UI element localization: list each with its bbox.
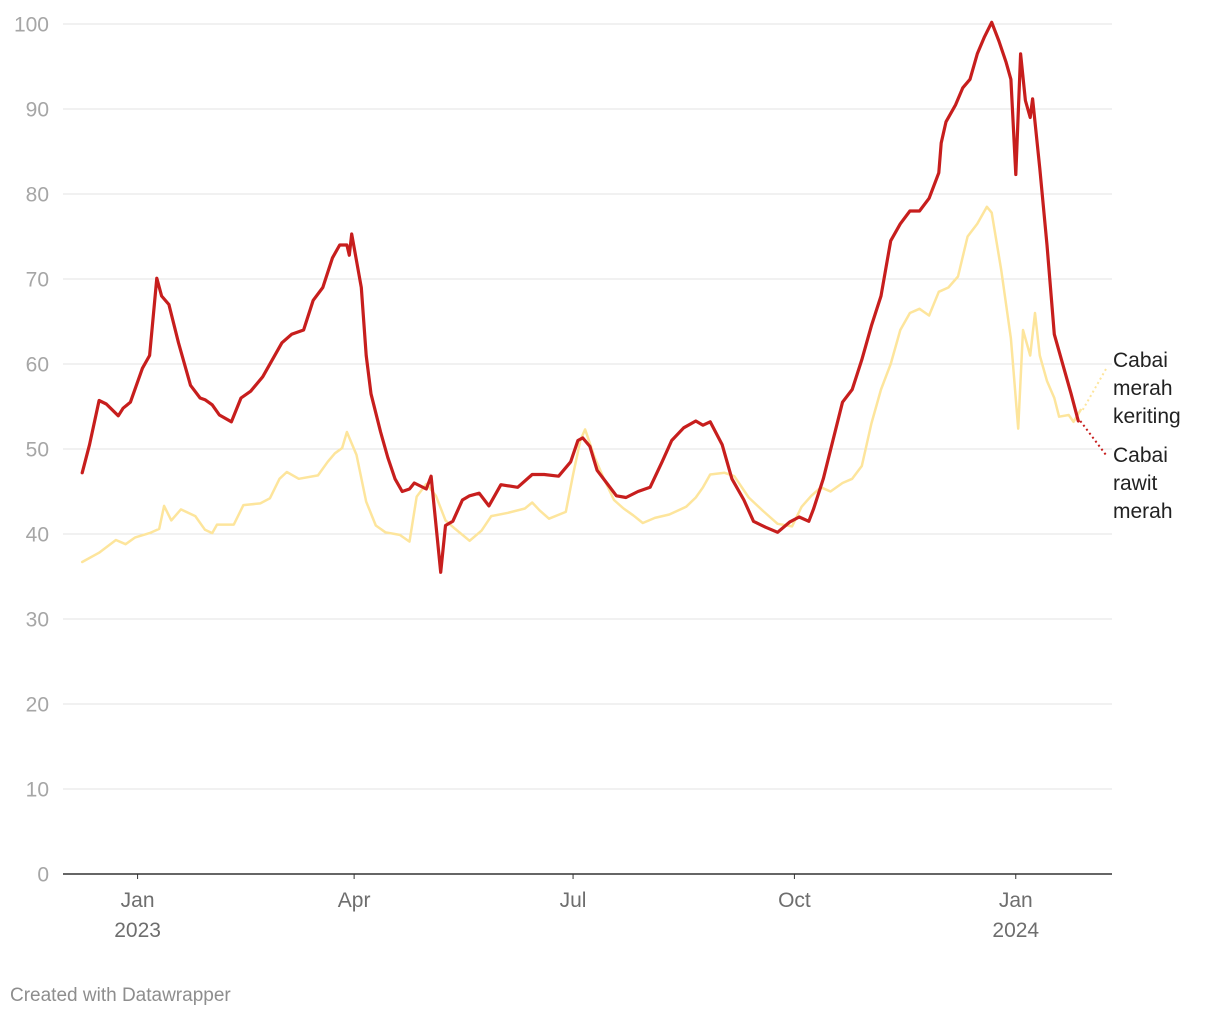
y-tick-label-100: 100: [14, 14, 49, 37]
x-axis-tick-labels: Jan 2023 Apr Jul Oct Jan 2024: [114, 874, 1039, 942]
series-label-1-line-2: merah: [1113, 500, 1173, 523]
y-tick-label-90: 90: [26, 99, 49, 122]
x-tick-label-1: Apr: [338, 889, 371, 912]
y-tick-label-0: 0: [37, 864, 49, 887]
x-tick-label-3: Oct: [778, 889, 811, 912]
series-line-0: [80, 205, 1082, 564]
y-axis-tick-labels: 0 10 20 30 40 50 60 70 80 90 100: [14, 14, 49, 887]
series-label-1-line-1: rawit: [1113, 472, 1158, 495]
x-tick-label-0: Jan: [121, 889, 155, 912]
series-lines: [80, 20, 1082, 574]
series-label-0-line-2: keriting: [1113, 405, 1181, 428]
series-line-1: [80, 20, 1080, 574]
y-tick-label-40: 40: [26, 524, 49, 547]
gridlines: [63, 23, 1112, 790]
series-connector-0: [1081, 368, 1107, 411]
y-tick-label-70: 70: [26, 269, 49, 292]
y-tick-label-60: 60: [26, 354, 49, 377]
credit-text: Created with Datawrapper: [10, 985, 231, 1006]
series-connector-1: [1079, 420, 1107, 456]
x-tick-label-4: Jan: [999, 889, 1033, 912]
y-tick-label-80: 80: [26, 184, 49, 207]
y-tick-label-30: 30: [26, 609, 49, 632]
series-label-0-line-1: merah: [1113, 377, 1173, 400]
x-tick-year-0: 2023: [114, 919, 161, 942]
series-label-1-line-0: Cabai: [1113, 444, 1168, 467]
y-tick-label-20: 20: [26, 694, 49, 717]
x-tick-label-2: Jul: [560, 889, 587, 912]
series-labels: Cabai merah keriting Cabai rawit merah: [1079, 349, 1181, 523]
y-tick-label-50: 50: [26, 439, 49, 462]
y-tick-label-10: 10: [26, 779, 49, 802]
x-tick-year-4: 2024: [992, 919, 1039, 942]
series-label-0-line-0: Cabai: [1113, 349, 1168, 372]
